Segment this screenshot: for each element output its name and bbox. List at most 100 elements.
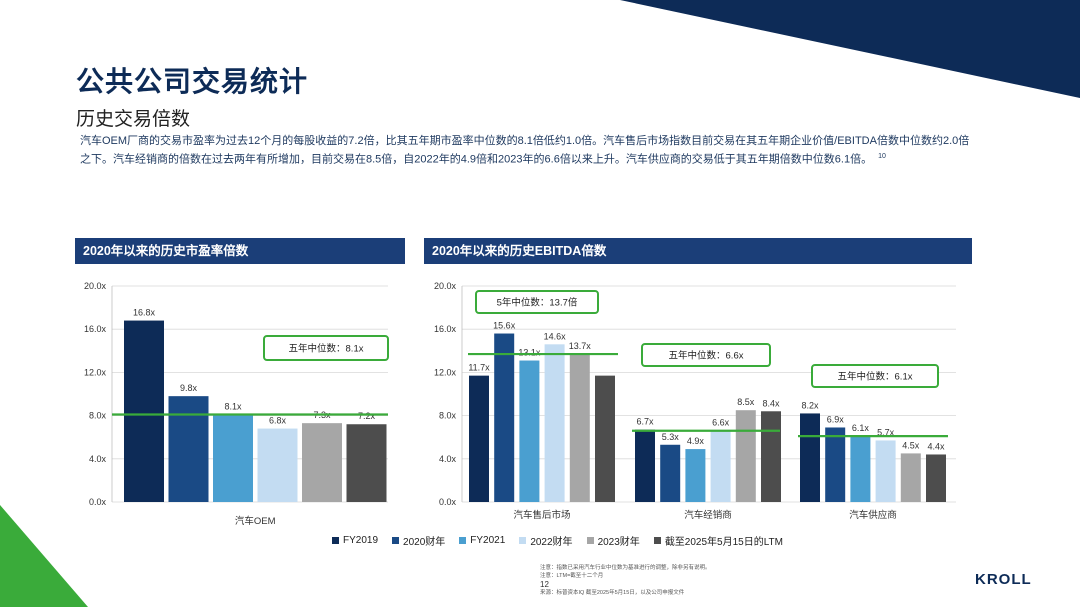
bar [302, 423, 342, 502]
legend-item: 2023财年 [586, 533, 640, 548]
bar [850, 436, 871, 502]
legend-label: 2020财年 [403, 537, 446, 548]
y-tick-label: 8.0x [89, 411, 107, 421]
page-number: 12 [540, 580, 549, 589]
category-label: 汽车OEM [235, 515, 276, 527]
median-callout-box [641, 343, 771, 367]
median-callout-box [263, 335, 389, 361]
y-tick-label: 20.0x [434, 281, 457, 291]
data-label: 8.1x [224, 402, 242, 412]
data-label: 8.5x [737, 397, 755, 407]
data-label: 6.6x [712, 418, 730, 428]
legend-item: 截至2025年5月15日的LTM [653, 533, 784, 548]
data-label: 15.6x [493, 321, 516, 331]
decorative-green-triangle [0, 505, 88, 607]
y-tick-label: 0.0x [439, 497, 457, 507]
data-label: 4.5x [902, 440, 920, 450]
data-label: 5.7x [877, 427, 895, 437]
kroll-logo: KROLL [975, 571, 1032, 588]
legend-label: 2022财年 [530, 537, 573, 548]
bar [213, 414, 253, 502]
decorative-navy-triangle [620, 0, 1080, 98]
median-callout-label: 五年中位数：6.6x [669, 350, 744, 362]
data-label: 4.4x [927, 441, 945, 451]
pe-chart-title: 2020年以来的历史市盈率倍数 [75, 238, 405, 264]
bar [168, 396, 209, 502]
legend-swatch [519, 537, 527, 544]
bar [595, 375, 615, 502]
data-label: 11.7x [468, 363, 490, 373]
data-label: 4.9x [687, 436, 705, 446]
bar [800, 413, 820, 502]
page-title: 公共公司交易统计 [76, 66, 309, 97]
bar [875, 440, 896, 502]
legend-item: 2020财年 [392, 533, 445, 548]
median-callout-label: 五年中位数：8.1x [289, 343, 364, 355]
data-label: 6.7x [636, 417, 654, 427]
y-tick-label: 12.0x [434, 367, 457, 377]
intro-footnote-ref: 10 [878, 153, 886, 160]
data-label: 9.8x [180, 383, 198, 393]
bar [825, 427, 846, 502]
y-tick-label: 4.0x [89, 454, 107, 464]
bar [569, 354, 590, 502]
source-note: 来源：标普资本IQ 截至2025年5月15日，以及公司申报文件 [540, 590, 685, 596]
median-callout-box [811, 364, 939, 388]
intro-text: 汽车OEM厂商的交易市盈率为过去12个月的每股收益的7.2倍，比其五年期市盈率中… [80, 135, 970, 166]
legend-item: FY2019 [332, 535, 378, 546]
data-label: 16.8x [133, 308, 156, 318]
legend-label: 2023财年 [597, 537, 640, 548]
y-tick-label: 20.0x [84, 281, 107, 291]
y-tick-label: 16.0x [84, 324, 107, 334]
data-label: 7.2x [358, 411, 376, 421]
bar [635, 429, 655, 502]
bar [494, 333, 515, 502]
legend-label: 截至2025年5月15日的LTM [664, 537, 784, 548]
bar [257, 428, 298, 502]
data-label: 5.3x [662, 432, 680, 442]
category-label: 汽车经销商 [684, 509, 732, 521]
data-label: 13.1x [518, 348, 541, 358]
median-callout-label: 五年中位数：6.1x [838, 371, 913, 383]
bar [900, 453, 921, 502]
bar [124, 320, 164, 502]
data-label: 6.8x [269, 416, 287, 426]
data-label: 6.1x [852, 423, 870, 433]
category-label: 汽车售后市场 [513, 509, 570, 521]
intro-paragraph: 汽车OEM厂商的交易市盈率为过去12个月的每股收益的7.2倍，比其五年期市盈率中… [80, 134, 980, 168]
y-tick-label: 8.0x [439, 411, 457, 421]
data-label: 14.6x [544, 331, 567, 341]
chart-legend: FY2019 2020财年 FY2021 2022财年 2023财年 截至202… [332, 533, 783, 548]
legend-item: FY2021 [459, 535, 505, 546]
category-label: 汽车供应商 [849, 509, 897, 521]
legend-swatch [392, 537, 400, 544]
bar [685, 449, 706, 502]
page-subtitle: 历史交易倍数 [76, 109, 191, 130]
bar [660, 444, 681, 502]
footnotes: 注意：指数已采用汽车行业中位数为基准进行的调整，除非另有说明。 注意：LTM=截… [540, 564, 711, 597]
footnote-2: 注意：LTM=截至十二个月 [540, 573, 604, 579]
median-callout-box [475, 290, 599, 314]
legend-item: 2022财年 [519, 533, 573, 548]
bar [735, 410, 756, 502]
y-tick-label: 4.0x [439, 454, 457, 464]
footnote-1: 注意：指数已采用汽车行业中位数为基准进行的调整，除非另有说明。 [540, 565, 711, 571]
y-tick-label: 0.0x [89, 497, 107, 507]
legend-swatch [586, 537, 594, 544]
bar [710, 430, 731, 502]
legend-swatch [332, 537, 339, 544]
y-tick-label: 16.0x [434, 324, 457, 334]
bar [544, 344, 565, 502]
data-label: 13.7x [569, 341, 592, 351]
data-label: 6.9x [827, 414, 845, 424]
legend-label: FY2019 [343, 535, 379, 546]
median-callout-label: 5年中位数：13.7倍 [497, 297, 578, 309]
ebitda-chart-title: 2020年以来的历史EBITDA倍数 [424, 238, 972, 264]
data-label: 8.2x [801, 400, 819, 410]
legend-swatch [653, 537, 661, 544]
data-label: 8.4x [762, 398, 780, 408]
legend-swatch [459, 537, 467, 544]
bar [761, 411, 781, 502]
bar [926, 454, 946, 502]
bar [519, 360, 540, 502]
